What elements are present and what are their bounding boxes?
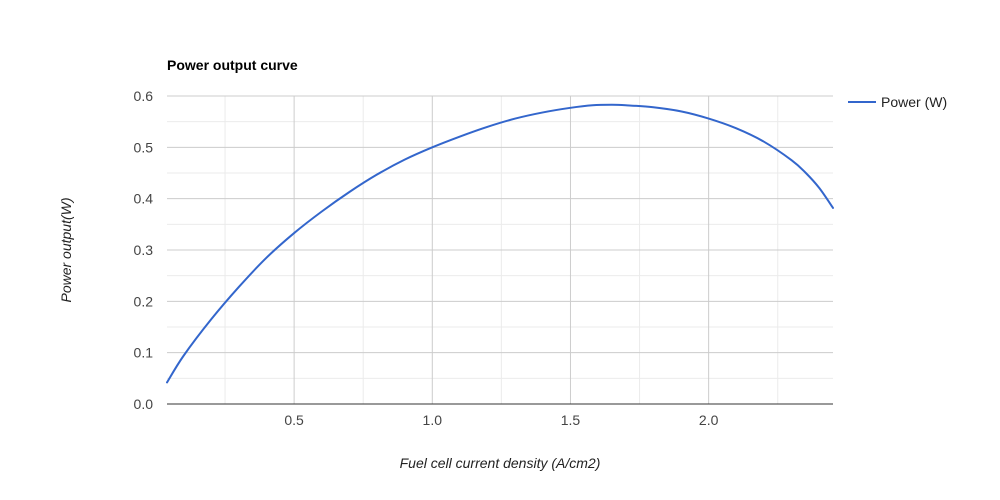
x-tick-label: 2.0 (699, 412, 719, 428)
y-tick-label: 0.6 (134, 88, 154, 104)
x-axis-ticks: 0.5 1.0 1.5 2.0 (284, 412, 718, 428)
x-tick-label: 0.5 (284, 412, 304, 428)
y-tick-label: 0.0 (134, 396, 154, 412)
chart-title: Power output curve (167, 57, 298, 73)
y-tick-label: 0.1 (134, 345, 154, 361)
major-gridlines (167, 95, 833, 404)
y-axis-ticks: 0.0 0.1 0.2 0.3 0.4 0.5 0.6 (134, 88, 154, 412)
y-axis-title: Power output(W) (58, 197, 74, 302)
y-tick-label: 0.5 (134, 139, 154, 155)
x-axis-title: Fuel cell current density (A/cm2) (400, 455, 601, 471)
legend-label-power: Power (W) (881, 94, 947, 110)
x-tick-label: 1.0 (423, 412, 443, 428)
y-tick-label: 0.4 (134, 191, 154, 207)
y-tick-label: 0.3 (134, 242, 154, 258)
x-tick-label: 1.5 (561, 412, 581, 428)
legend[interactable]: Power (W) (848, 94, 947, 110)
y-tick-label: 0.2 (134, 293, 154, 309)
series-layer (166, 103, 834, 384)
series-line-power (166, 103, 834, 384)
